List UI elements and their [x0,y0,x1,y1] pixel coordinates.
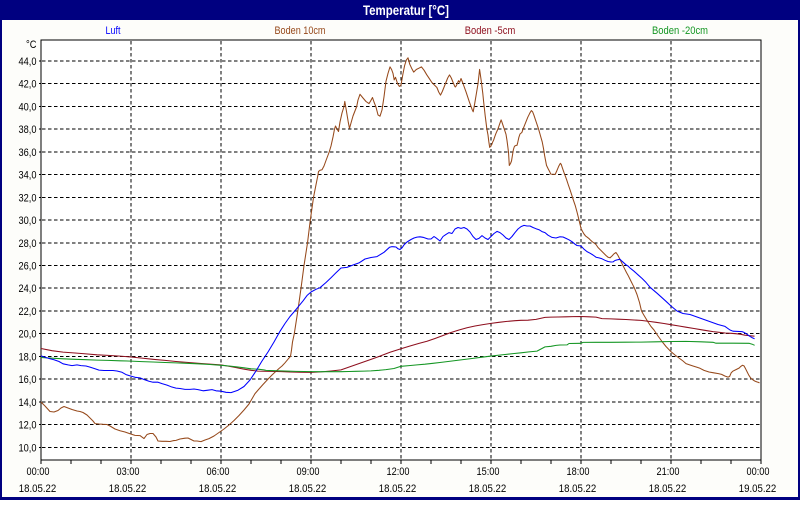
svg-text:18.05.22: 18.05.22 [109,483,147,495]
svg-text:19.05.22: 19.05.22 [739,483,777,495]
svg-text:Boden -5cm: Boden -5cm [465,25,516,37]
svg-text:09:00: 09:00 [297,466,320,478]
svg-text:12,0: 12,0 [19,420,37,432]
svg-text:21:00: 21:00 [657,466,680,478]
svg-text:24,0: 24,0 [19,283,37,295]
svg-text:18.05.22: 18.05.22 [469,483,507,495]
svg-text:18.05.22: 18.05.22 [19,483,57,495]
svg-text:18.05.22: 18.05.22 [289,483,327,495]
svg-text:Boden 10cm: Boden 10cm [275,25,326,37]
svg-text:Boden -20cm: Boden -20cm [652,25,708,37]
svg-text:18.05.22: 18.05.22 [199,483,237,495]
svg-text:26,0: 26,0 [19,261,37,273]
svg-text:28,0: 28,0 [19,238,37,250]
svg-text:14,0: 14,0 [19,397,37,409]
svg-text:10,0: 10,0 [19,442,37,454]
svg-text:18,0: 18,0 [19,351,37,363]
svg-text:44,0: 44,0 [19,56,37,68]
svg-text:15:00: 15:00 [477,466,500,478]
svg-text:18.05.22: 18.05.22 [379,483,417,495]
svg-text:Luft: Luft [106,25,121,37]
svg-text:34,0: 34,0 [19,170,37,182]
svg-text:06:00: 06:00 [207,466,230,478]
svg-text:20,0: 20,0 [19,329,37,341]
svg-text:40,0: 40,0 [19,101,37,113]
svg-text:30,0: 30,0 [19,215,37,227]
svg-text:Temperatur [°C]: Temperatur [°C] [363,3,449,18]
svg-text:32,0: 32,0 [19,192,37,204]
svg-text:18.05.22: 18.05.22 [649,483,687,495]
svg-text:00:00: 00:00 [27,466,50,478]
svg-text:03:00: 03:00 [117,466,140,478]
svg-text:00:00: 00:00 [747,466,770,478]
svg-text:16,0: 16,0 [19,374,37,386]
svg-text:22,0: 22,0 [19,306,37,318]
svg-text:38,0: 38,0 [19,124,37,136]
svg-text:42,0: 42,0 [19,79,37,91]
svg-text:°C: °C [26,39,37,51]
svg-text:18.05.22: 18.05.22 [559,483,597,495]
svg-text:18:00: 18:00 [567,466,590,478]
svg-text:12:00: 12:00 [387,466,410,478]
svg-text:36,0: 36,0 [19,147,37,159]
